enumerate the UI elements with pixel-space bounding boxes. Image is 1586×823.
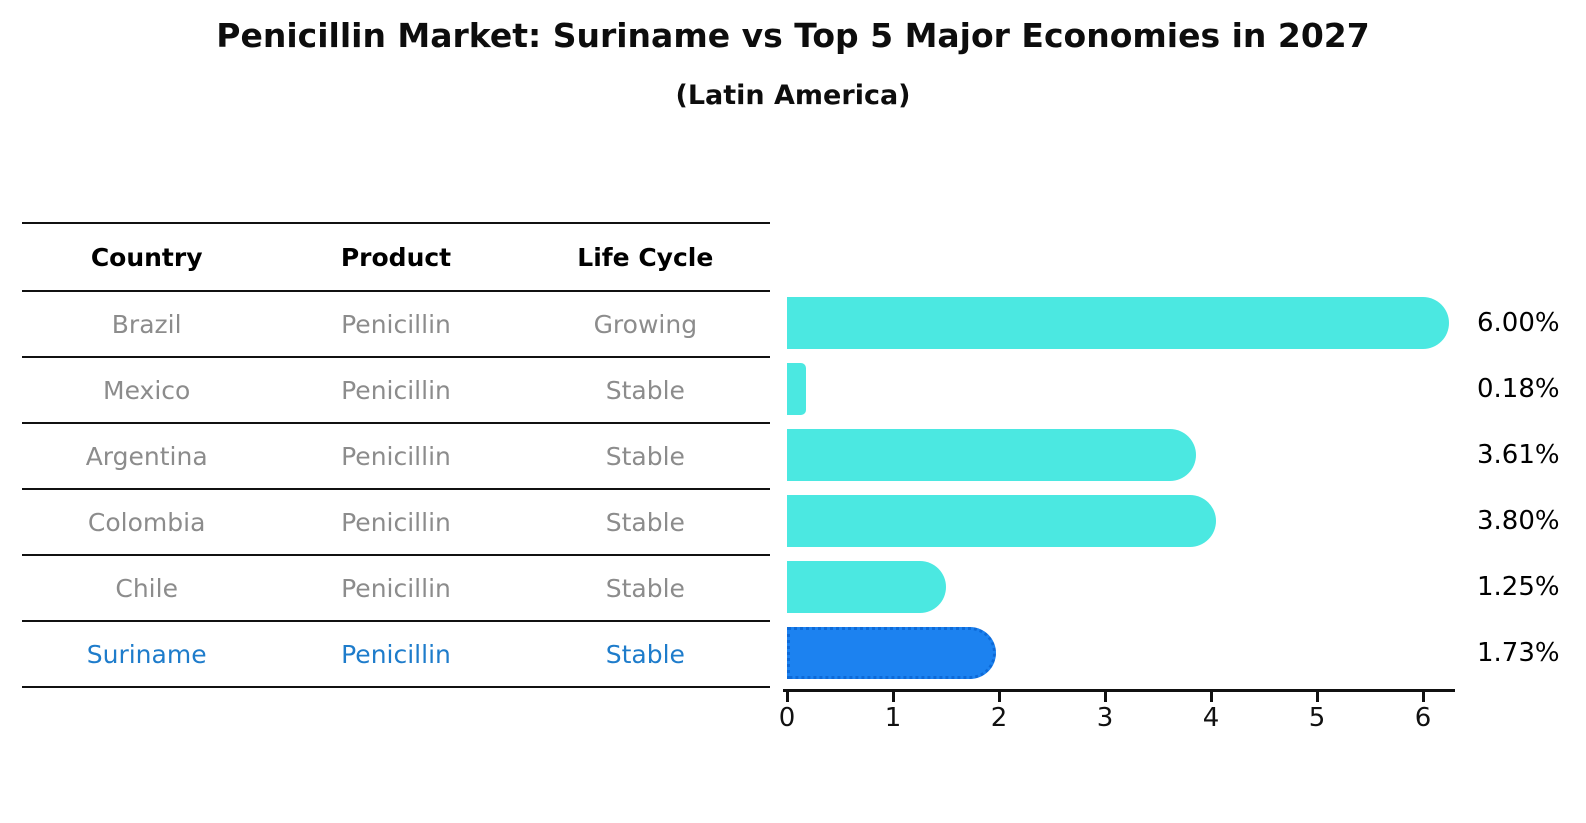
x-tick-2: [998, 692, 1001, 702]
x-tick-5: [1316, 692, 1319, 702]
x-tick-label-1: 1: [884, 703, 902, 733]
x-tick-label-0: 0: [778, 703, 796, 733]
bar-colombia: [787, 495, 1216, 547]
value-label-argentina: 3.61%: [1477, 440, 1560, 470]
cell-country: Chile: [115, 573, 178, 603]
table-row-colombia: Colombia Penicillin Stable: [22, 490, 770, 556]
value-label-suriname: 1.73%: [1477, 638, 1560, 668]
cell-life-cycle: Growing: [593, 309, 698, 339]
cell-country: Mexico: [103, 375, 191, 405]
x-tick-3: [1104, 692, 1107, 702]
table-row-suriname: Suriname Penicillin Stable: [22, 622, 770, 688]
bar-suriname: [787, 627, 996, 679]
x-tick-1: [892, 692, 895, 702]
cell-product: Penicillin: [341, 441, 451, 471]
cell-country: Colombia: [87, 507, 206, 537]
col-header-product: Product: [340, 242, 452, 272]
cell-product: Penicillin: [341, 573, 451, 603]
x-tick-label-6: 6: [1414, 703, 1432, 733]
x-tick-label-4: 4: [1202, 703, 1220, 733]
bar-mexico: [787, 363, 806, 415]
table-header-row: Country Product Life Cycle: [22, 224, 770, 292]
cell-product: Penicillin: [341, 375, 451, 405]
table-row-chile: Chile Penicillin Stable: [22, 556, 770, 622]
table-row-mexico: Mexico Penicillin Stable: [22, 358, 770, 424]
chart-title: Penicillin Market: Suriname vs Top 5 Maj…: [216, 16, 1370, 55]
cell-life-cycle: Stable: [605, 573, 685, 603]
col-header-country: Country: [90, 242, 203, 272]
country-table: Country Product Life Cycle Brazil Penicil…: [22, 222, 770, 688]
x-tick-0: [786, 692, 789, 702]
table-body: Brazil Penicillin Growing Mexico Penicillin S…: [22, 292, 770, 688]
cell-country: Brazil: [111, 309, 182, 339]
x-tick-label-5: 5: [1308, 703, 1326, 733]
value-label-mexico: 0.18%: [1477, 374, 1560, 404]
cell-product: Penicillin: [341, 309, 451, 339]
cell-life-cycle: Stable: [605, 639, 685, 669]
x-tick-label-2: 2: [990, 703, 1008, 733]
chart-subtitle: (Latin America): [675, 80, 911, 111]
cell-product: Penicillin: [341, 639, 451, 669]
table-row-argentina: Argentina Penicillin Stable: [22, 424, 770, 490]
cell-life-cycle: Stable: [605, 375, 685, 405]
value-label-brazil: 6.00%: [1477, 308, 1560, 338]
x-tick-6: [1422, 692, 1425, 702]
cell-country: Argentina: [85, 441, 208, 471]
x-axis-line: [783, 689, 1455, 692]
bar-chile: [787, 561, 946, 613]
cell-product: Penicillin: [341, 507, 451, 537]
bar-brazil: [787, 297, 1449, 349]
cell-life-cycle: Stable: [605, 441, 685, 471]
cell-life-cycle: Stable: [605, 507, 685, 537]
bar-argentina: [787, 429, 1196, 481]
value-label-chile: 1.25%: [1477, 572, 1560, 602]
cell-country: Suriname: [86, 639, 207, 669]
x-tick-4: [1210, 692, 1213, 702]
col-header-life-cycle: Life Cycle: [577, 242, 714, 272]
x-tick-label-3: 3: [1096, 703, 1114, 733]
table-row-brazil: Brazil Penicillin Growing: [22, 292, 770, 358]
value-label-colombia: 3.80%: [1477, 506, 1560, 536]
